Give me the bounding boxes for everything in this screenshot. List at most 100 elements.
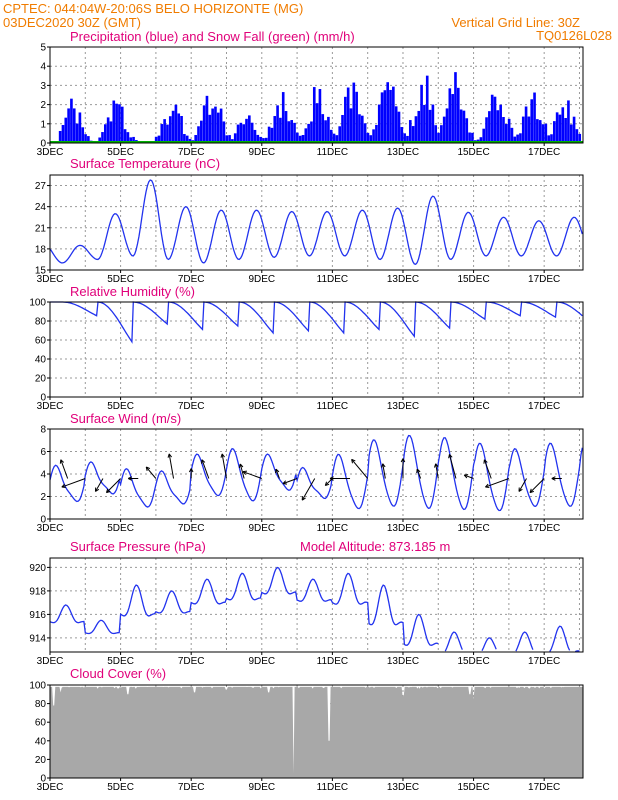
- pressure-panel: 914 916 918 920 3DEC 5DEC 7DEC 9DEC 11DEC 13DEC 15…: [29, 557, 584, 667]
- precip-bar: [536, 119, 539, 143]
- precip-bar: [471, 132, 474, 143]
- precip-bar: [259, 136, 262, 143]
- precip-bar: [369, 135, 373, 143]
- precip-bar: [250, 122, 254, 143]
- header-block: CPTEC: 044:04W-20:06S BELO HORIZONTE (MG…: [3, 1, 612, 43]
- precip-bar: [462, 110, 466, 143]
- precip-bar: [298, 135, 302, 143]
- precip-bar: [392, 86, 395, 143]
- precip-bar: [456, 87, 460, 143]
- precip-bar: [70, 98, 73, 143]
- precip-bar: [180, 116, 183, 143]
- precip-bar: [513, 136, 517, 143]
- precip-bar: [346, 87, 350, 143]
- humidity-ytick: 60: [35, 336, 47, 347]
- precip-bar: [287, 121, 291, 143]
- wind-arrow-head: [416, 468, 421, 474]
- precip-bar: [344, 96, 347, 143]
- pressure-xtick: 17DEC: [528, 656, 560, 667]
- humidity-xtick: 5DEC: [107, 401, 134, 412]
- wind-arrow: [351, 459, 369, 479]
- temperature-xtick: 17DEC: [528, 274, 560, 285]
- wind-arrow-head: [329, 476, 334, 481]
- precip-bar: [575, 129, 579, 143]
- precip-bar: [171, 110, 175, 143]
- precip-bar: [527, 116, 531, 143]
- precip-bar: [253, 129, 257, 143]
- precip-bar: [87, 136, 90, 143]
- precip-bar: [256, 134, 260, 143]
- precip-bar: [468, 132, 471, 143]
- cloud-area: [50, 686, 583, 778]
- wind-xtick: 13DEC: [387, 523, 419, 534]
- pressure-xtick: 5DEC: [107, 656, 134, 667]
- wind-arrow-head: [448, 454, 453, 459]
- precip-ytick: 3: [40, 81, 46, 92]
- precip-bar: [414, 116, 418, 143]
- temperature-xtick: 3DEC: [37, 274, 64, 285]
- precip-bar: [245, 118, 248, 143]
- precip-bar: [479, 137, 483, 143]
- precip-bar: [431, 104, 435, 143]
- wind-arrow-head: [400, 458, 406, 463]
- wind-arrow: [221, 453, 227, 479]
- precip-bar: [341, 114, 344, 143]
- precip-bar: [363, 123, 367, 143]
- precip-bar: [185, 135, 189, 143]
- precip-bar: [352, 82, 356, 143]
- cloud-ytick: 60: [35, 718, 47, 729]
- temperature-panel: 15 18 21 24 27 3DEC 5DEC 7DEC 9DEC 11DEC 13DEC 15DE…: [35, 174, 584, 285]
- humidity-ytick: 80: [35, 317, 47, 328]
- precip-bar: [118, 104, 121, 143]
- precip-ytick: 4: [40, 62, 46, 73]
- wind-arrow-head: [483, 459, 488, 464]
- temperature-title: Surface Temperature (nC): [70, 156, 220, 171]
- precip-bar: [550, 134, 553, 143]
- precip-bar: [120, 106, 124, 143]
- cloud-xtick: 15DEC: [457, 782, 489, 793]
- precip-bar: [307, 123, 310, 143]
- precip-bar: [236, 124, 240, 143]
- precip-ytick: 5: [40, 43, 46, 54]
- precip-bar: [451, 94, 454, 143]
- precip-bar: [177, 113, 181, 143]
- wind-arrow-head: [324, 481, 330, 487]
- wind-arrow: [60, 459, 69, 479]
- precip-bar: [132, 136, 135, 143]
- precip-bar: [315, 103, 319, 143]
- temperature-frame: [49, 174, 584, 271]
- precip-bar: [270, 127, 274, 143]
- precip-bar: [366, 132, 370, 143]
- pressure-ytick: 916: [29, 610, 46, 621]
- precip-bar: [552, 121, 556, 143]
- precip-bar: [312, 87, 316, 143]
- precip-xtick: 9DEC: [248, 147, 275, 158]
- precip-bar: [377, 104, 381, 143]
- wind-line: [49, 434, 583, 512]
- precip-bar: [104, 124, 107, 143]
- wind-arrow: [416, 468, 422, 479]
- precip-bar: [310, 121, 313, 143]
- humidity-xtick: 11DEC: [317, 401, 349, 412]
- precip-frame: [49, 46, 584, 144]
- precip-bar: [510, 127, 514, 143]
- wind-ytick: 6: [40, 447, 46, 458]
- precip-bar: [211, 108, 214, 143]
- precip-bar: [485, 117, 488, 143]
- precip-bar: [504, 124, 508, 143]
- humidity-panel: 0 20 40 60 80 100 3DEC 5DEC 7DEC 9DEC 11DEC 13DEC 15…: [29, 298, 584, 412]
- precip-bar: [493, 96, 497, 143]
- precip-bar: [296, 132, 299, 143]
- precip-bar: [115, 103, 118, 143]
- precip-xtick: 3DEC: [37, 147, 64, 158]
- wind-arrow-head: [518, 487, 523, 492]
- wind-arrow: [448, 454, 457, 479]
- precip-bar: [578, 133, 582, 143]
- wind-arrow: [106, 478, 121, 493]
- precip-bar: [440, 125, 443, 143]
- precip-bar: [205, 95, 209, 143]
- wind-arrow: [239, 463, 245, 479]
- pressure-xtick: 9DEC: [248, 656, 275, 667]
- precip-bar: [84, 134, 87, 143]
